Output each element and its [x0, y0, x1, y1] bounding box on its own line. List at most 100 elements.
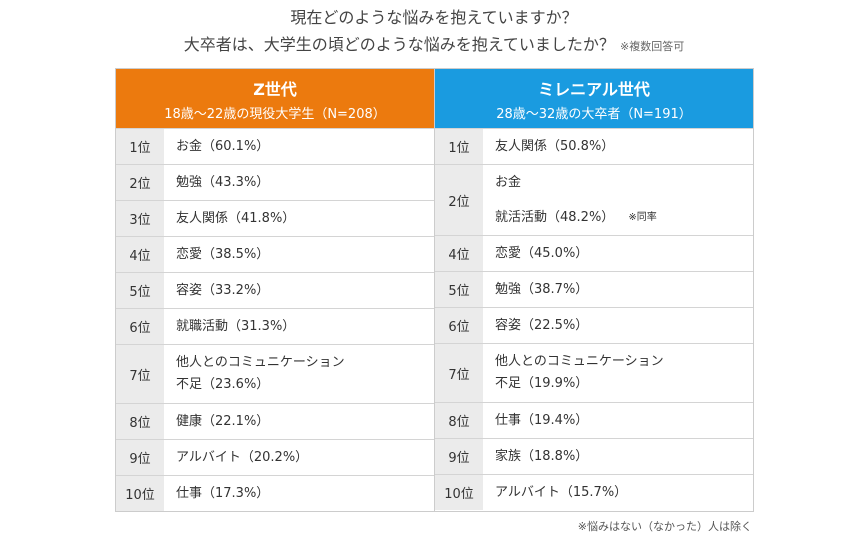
rank: 7位: [435, 344, 483, 402]
item: 他人とのコミュニケーション 不足（19.9%）: [483, 344, 753, 402]
column-title: Z世代: [253, 79, 297, 99]
ranking-table: Z世代 18歳〜22歳の現役大学生（N=208） 1位 お金（60.1%） 2位 勉強（4…: [115, 68, 754, 512]
item-text: お金（60.1%）: [176, 138, 270, 154]
rank: 7位: [116, 345, 164, 403]
items: 他人とのコミュニケーション 不足（23.6%）: [164, 345, 434, 403]
rank-row: 4位 恋愛（38.5%）: [116, 236, 434, 272]
rank-row: 6位 容姿（22.5%）: [435, 307, 753, 343]
item: 友人関係（50.8%）: [483, 129, 753, 164]
item: 家族（18.8%）: [483, 439, 753, 474]
rank-row: 1位 友人関係（50.8%）: [435, 128, 753, 164]
rank-row: 10位 アルバイト（15.7%）: [435, 474, 753, 510]
item-text: お金: [495, 174, 522, 190]
item-text: 勉強（43.3%）: [176, 174, 270, 190]
item-text: アルバイト（20.2%）: [176, 449, 309, 465]
items: アルバイト（15.7%）: [483, 475, 753, 510]
items: 他人とのコミュニケーション 不足（19.9%）: [483, 344, 753, 402]
item: 健康（22.1%）: [164, 404, 434, 439]
items: 健康（22.1%）: [164, 404, 434, 439]
rank-row: 10位 仕事（17.3%）: [116, 475, 434, 511]
item: お金（60.1%）: [164, 129, 434, 164]
rank-row: 4位 恋愛（45.0%）: [435, 235, 753, 271]
items: 恋愛（45.0%）: [483, 236, 753, 271]
rank-row: 5位 容姿（33.2%）: [116, 272, 434, 308]
title-line: 大卒者は、大学生の頃どのような悩みを抱えていましたか？ ※複数回答可: [0, 31, 868, 55]
rank: 6位: [435, 308, 483, 343]
item-text: 仕事（17.3%）: [176, 485, 270, 501]
items: お金（60.1%）: [164, 129, 434, 164]
item: 容姿（22.5%）: [483, 308, 753, 343]
rank-row: 9位 アルバイト（20.2%）: [116, 439, 434, 475]
column-subtitle: 18歳〜22歳の現役大学生（N=208）: [164, 106, 386, 122]
items: 容姿（33.2%）: [164, 273, 434, 308]
rank: 1位: [116, 129, 164, 164]
rank: 10位: [116, 476, 164, 511]
items: 友人関係（50.8%）: [483, 129, 753, 164]
item-text: アルバイト（15.7%）: [495, 484, 628, 500]
item-text: 就活活動（48.2%）: [495, 209, 615, 225]
items: 勉強（43.3%）: [164, 165, 434, 200]
column-header: ミレニアル世代 28歳〜32歳の大卒者（N=191）: [435, 69, 753, 128]
item: 友人関係（41.8%）: [164, 201, 434, 236]
item: お金: [483, 165, 753, 200]
items: 就職活動（31.3%）: [164, 309, 434, 344]
item: 恋愛（38.5%）: [164, 237, 434, 272]
items: 仕事（17.3%）: [164, 476, 434, 511]
item-text: 恋愛（38.5%）: [176, 246, 270, 262]
item-note: ※同率: [628, 211, 657, 223]
rank-row: 8位 健康（22.1%）: [116, 403, 434, 439]
rank: 10位: [435, 475, 483, 510]
column-subtitle: 28歳〜32歳の大卒者（N=191）: [496, 106, 692, 122]
rank-row: 9位 家族（18.8%）: [435, 438, 753, 474]
items: 容姿（22.5%）: [483, 308, 753, 343]
column-title: ミレニアル世代: [538, 79, 650, 99]
rank-row: 7位 他人とのコミュニケーション 不足（19.9%）: [435, 343, 753, 402]
rank: 4位: [116, 237, 164, 272]
item-text: 恋愛（45.0%）: [495, 245, 589, 261]
items: 家族（18.8%）: [483, 439, 753, 474]
rank: 6位: [116, 309, 164, 344]
items: 仕事（19.4%）: [483, 403, 753, 438]
rank-row: 8位 仕事（19.4%）: [435, 402, 753, 438]
item-text: 容姿（22.5%）: [495, 317, 589, 333]
item-text: 容姿（33.2%）: [176, 282, 270, 298]
rank: 5位: [116, 273, 164, 308]
item-text: 就職活動（31.3%）: [176, 318, 296, 334]
item-text: 他人とのコミュニケーション 不足（23.6%）: [176, 355, 345, 392]
item-text: 健康（22.1%）: [176, 413, 270, 429]
title-note: ※複数回答可: [620, 40, 685, 53]
rank-row: 6位 就職活動（31.3%）: [116, 308, 434, 344]
rank-row: 2位 お金就活活動（48.2%） ※同率: [435, 164, 753, 235]
item: アルバイト（15.7%）: [483, 475, 753, 510]
items: お金就活活動（48.2%） ※同率: [483, 165, 753, 235]
column: Z世代 18歳〜22歳の現役大学生（N=208） 1位 お金（60.1%） 2位 勉強（4…: [116, 69, 435, 511]
item: 就活活動（48.2%） ※同率: [483, 200, 753, 235]
item-text: 仕事（19.4%）: [495, 412, 589, 428]
rank: 3位: [116, 201, 164, 236]
item: 他人とのコミュニケーション 不足（23.6%）: [164, 345, 434, 403]
item-text: 勉強（38.7%）: [495, 281, 589, 297]
item-text: 友人関係（41.8%）: [176, 210, 296, 226]
rank: 9位: [116, 440, 164, 475]
item-text: 家族（18.8%）: [495, 448, 589, 464]
column: ミレニアル世代 28歳〜32歳の大卒者（N=191） 1位 友人関係（50.8%） 2位…: [435, 69, 753, 511]
title-text: 大卒者は、大学生の頃どのような悩みを抱えていましたか？: [183, 35, 615, 54]
rank-row: 1位 お金（60.1%）: [116, 128, 434, 164]
rank: 1位: [435, 129, 483, 164]
rank: 2位: [435, 165, 483, 235]
item-text: 他人とのコミュニケーション 不足（19.9%）: [495, 354, 664, 391]
items: 友人関係（41.8%）: [164, 201, 434, 236]
column-header: Z世代 18歳〜22歳の現役大学生（N=208）: [116, 69, 434, 128]
item: 恋愛（45.0%）: [483, 236, 753, 271]
footnote: ※悩みはない（なかった）人は除く: [577, 520, 752, 533]
item-text: 友人関係（50.8%）: [495, 138, 615, 154]
item: 容姿（33.2%）: [164, 273, 434, 308]
rank-row: 3位 友人関係（41.8%）: [116, 200, 434, 236]
rank: 8位: [435, 403, 483, 438]
item: 就職活動（31.3%）: [164, 309, 434, 344]
item: 仕事（17.3%）: [164, 476, 434, 511]
items: アルバイト（20.2%）: [164, 440, 434, 475]
items: 勉強（38.7%）: [483, 272, 753, 307]
items: 恋愛（38.5%）: [164, 237, 434, 272]
